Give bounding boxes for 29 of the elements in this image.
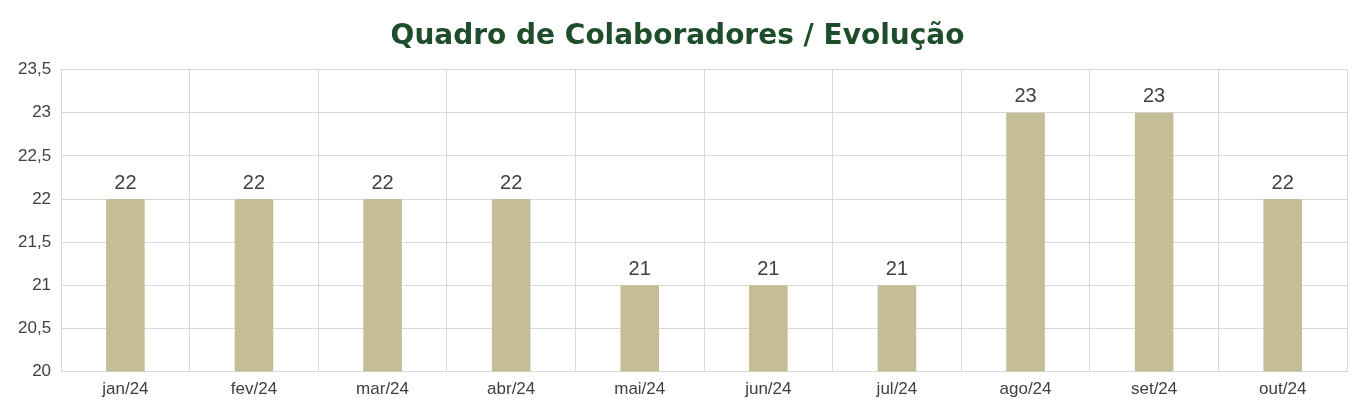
chart-title: Quadro de Colaboradores / Evolução [390, 18, 965, 52]
data-label: 23 [1014, 84, 1037, 107]
x-tick-label: out/24 [1259, 379, 1307, 399]
x-tick-label: jun/24 [744, 379, 792, 399]
data-label: 22 [114, 170, 137, 193]
data-label: 21 [757, 256, 780, 279]
x-tick-label: mar/24 [356, 379, 410, 399]
data-label: 22 [371, 170, 394, 193]
x-tick-label: fev/24 [230, 379, 278, 399]
y-tick-label: 20 [32, 361, 52, 381]
data-label: 21 [628, 256, 651, 279]
x-tick-label: set/24 [1130, 379, 1178, 399]
data-label: 22 [500, 170, 523, 193]
data-label: 23 [1142, 84, 1166, 107]
y-tick-label: 20,5 [17, 318, 52, 338]
data-label: 21 [885, 256, 909, 279]
x-tick-label: mai/24 [614, 379, 666, 399]
y-tick-label: 23,5 [17, 59, 52, 79]
data-label: 22 [242, 170, 266, 193]
y-tick-label: 22 [32, 188, 52, 208]
x-tick-label: jul/24 [875, 379, 918, 399]
data-label: 22 [1271, 170, 1294, 193]
y-tick-label: 21 [32, 275, 52, 294]
y-tick-label: 21,5 [17, 231, 52, 251]
x-tick-label: abr/24 [487, 379, 536, 399]
y-tick-label: 23 [32, 102, 52, 122]
x-tick-label: ago/24 [999, 379, 1052, 399]
x-tick-label: jan/24 [101, 379, 149, 399]
y-tick-label: 22,5 [17, 145, 52, 165]
